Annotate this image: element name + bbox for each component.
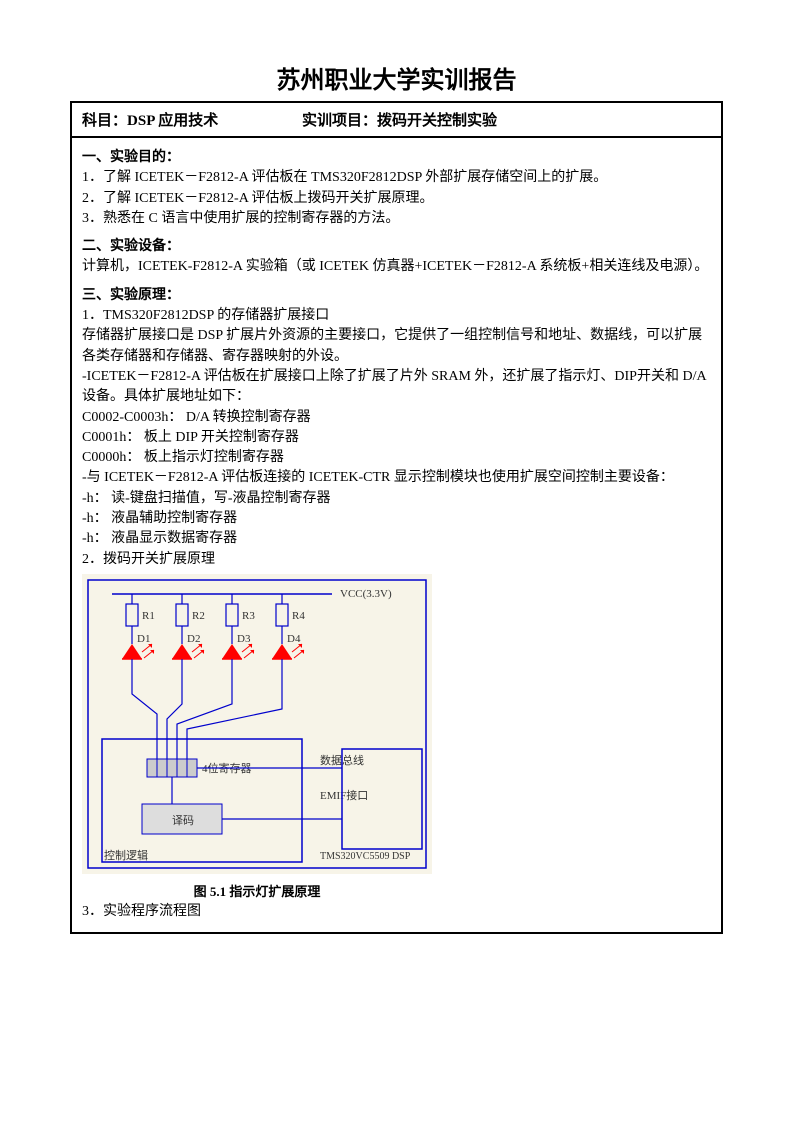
d4-label: D4 bbox=[287, 633, 301, 645]
section3-title: 三、实验原理： bbox=[82, 286, 711, 306]
s3-line2: 存储器扩展接口是 DSP 扩展片外资源的主要接口，它提供了一组控制信号和地址、数… bbox=[82, 326, 711, 367]
d2-label: D2 bbox=[187, 633, 200, 645]
s1-line3: 3．熟悉在 C 语言中使用扩展的控制寄存器的方法。 bbox=[82, 209, 711, 229]
section1-title: 一、实验目的： bbox=[82, 148, 711, 168]
s3-line5: C0001h： 板上 DIP 开关控制寄存器 bbox=[82, 428, 711, 448]
report-frame: 科目：DSP 应用技术 实训项目：拨码开关控制实验 一、实验目的： 1．了解 I… bbox=[70, 101, 723, 934]
s3-line12: 3．实验程序流程图 bbox=[82, 902, 711, 922]
subject-value: DSP 应用技术 bbox=[127, 113, 218, 129]
dsp-label: TMS320VC5509 DSP bbox=[320, 851, 411, 862]
s3-line6: C0000h： 板上指示灯控制寄存器 bbox=[82, 448, 711, 468]
circuit-diagram: VCC(3.3V) R1 R2 bbox=[82, 574, 711, 902]
page-title: 苏州职业大学实训报告 bbox=[70, 60, 723, 95]
r3-label: R3 bbox=[242, 610, 255, 622]
s2-line1: 计算机，ICETEK-F2812-A 实验箱（或 ICETEK 仿真器+ICET… bbox=[82, 257, 711, 277]
s3-line3: -ICETEK－F2812-A 评估板在扩展接口上除了扩展了片外 SRAM 外，… bbox=[82, 367, 711, 408]
subject-cell: 科目：DSP 应用技术 bbox=[82, 109, 302, 130]
decode-label: 译码 bbox=[172, 814, 194, 827]
r4-label: R4 bbox=[292, 610, 305, 622]
s1-line2: 2．了解 ICETEK－F2812-A 评估板上拨码开关扩展原理。 bbox=[82, 189, 711, 209]
diagram-caption: 图 5.1 指示灯扩展原理 bbox=[82, 883, 432, 902]
r2-label: R2 bbox=[192, 610, 205, 622]
project-value: 拨码开关控制实验 bbox=[377, 113, 497, 129]
section2-title: 二、实验设备： bbox=[82, 237, 711, 257]
s3-line10: -h： 液晶显示数据寄存器 bbox=[82, 529, 711, 549]
vcc-label: VCC(3.3V) bbox=[340, 588, 392, 600]
s3-line11: 2．拨码开关扩展原理 bbox=[82, 550, 711, 570]
subject-label: 科目： bbox=[82, 113, 127, 129]
logic-label: 控制逻辑 bbox=[104, 848, 148, 862]
s1-line1: 1．了解 ICETEK－F2812-A 评估板在 TMS320F2812DSP … bbox=[82, 168, 711, 188]
d1-label: D1 bbox=[137, 633, 150, 645]
emif-label: EMIF接口 bbox=[320, 789, 368, 802]
s3-line1: 1．TMS320F2812DSP 的存储器扩展接口 bbox=[82, 306, 711, 326]
s3-line8: -h： 读-键盘扫描值，写-液晶控制寄存器 bbox=[82, 489, 711, 509]
diagram-svg: VCC(3.3V) R1 R2 bbox=[82, 574, 432, 874]
s3-line7: -与 ICETEK－F2812-A 评估板连接的 ICETEK-CTR 显示控制… bbox=[82, 468, 711, 488]
project-label: 实训项目： bbox=[302, 113, 377, 129]
r1-label: R1 bbox=[142, 610, 155, 622]
header-row: 科目：DSP 应用技术 实训项目：拨码开关控制实验 bbox=[72, 103, 721, 138]
project-cell: 实训项目：拨码开关控制实验 bbox=[302, 109, 711, 130]
content-body: 一、实验目的： 1．了解 ICETEK－F2812-A 评估板在 TMS320F… bbox=[72, 138, 721, 932]
s3-line4: C0002-C0003h： D/A 转换控制寄存器 bbox=[82, 408, 711, 428]
s3-line9: -h： 液晶辅助控制寄存器 bbox=[82, 509, 711, 529]
d3-label: D3 bbox=[237, 633, 251, 645]
